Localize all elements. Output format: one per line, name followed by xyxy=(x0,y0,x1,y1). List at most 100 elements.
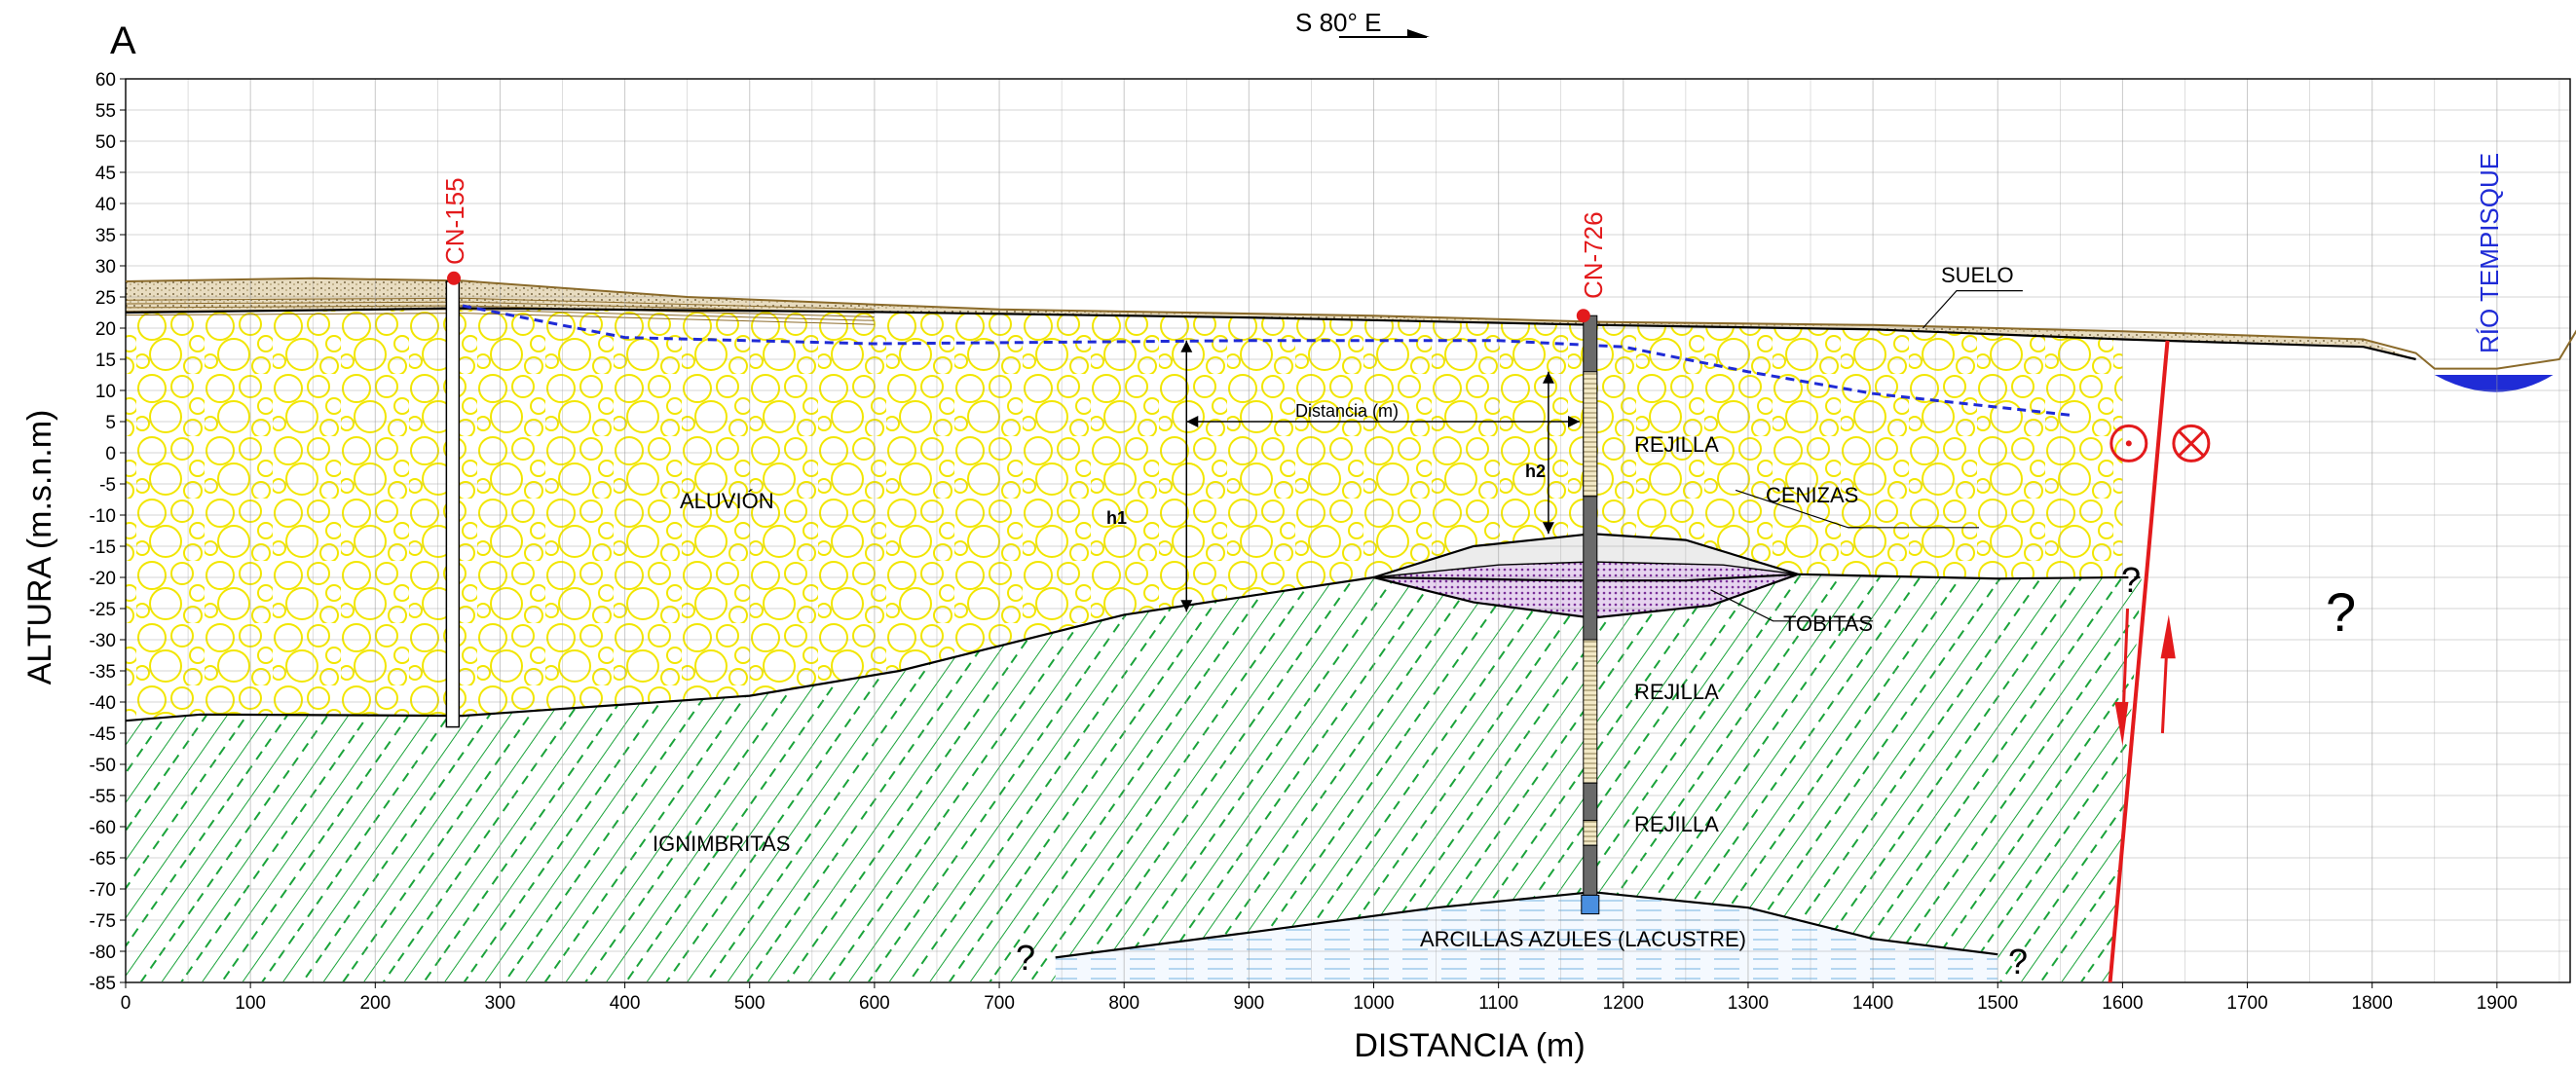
screen-label-1: REJILLA xyxy=(1634,432,1719,457)
x-tick-label: 1700 xyxy=(2226,993,2267,1014)
soil-unit xyxy=(126,278,2416,359)
grid xyxy=(125,78,2571,983)
ignimbrite-unit xyxy=(126,574,2570,981)
y-tick-label: -30 xyxy=(90,631,116,651)
y-tick-label: 45 xyxy=(95,164,116,184)
orientation-arrow xyxy=(1339,29,1430,38)
fault-arrowhead-up xyxy=(2160,614,2176,659)
well-cn726-casing-bottom xyxy=(1583,844,1598,896)
y-tick-label: -65 xyxy=(90,849,116,870)
unknown-mark-east: ? xyxy=(2326,581,2356,643)
x-tick-label: 600 xyxy=(859,993,890,1014)
y-tick-label: 40 xyxy=(95,195,116,215)
x-tick-label: 1900 xyxy=(2477,993,2518,1014)
y-tick-label: -80 xyxy=(90,943,116,963)
y-tick-label: 35 xyxy=(95,226,116,246)
east-block-unknown xyxy=(2109,340,2570,981)
movement-into-page-icon xyxy=(2172,424,2211,462)
well-cn726-sump xyxy=(1581,894,1600,915)
y-axis-label: ALTURA (m.s.n.m) xyxy=(21,410,58,685)
soil-lamina xyxy=(126,301,875,314)
x-tick-label: 1000 xyxy=(1353,993,1394,1014)
y-tick-label: -60 xyxy=(90,818,116,838)
soil-lamina xyxy=(126,297,875,311)
x-tick-label: 500 xyxy=(734,993,765,1014)
unit-arcillas-label: ARCILLAS AZULES (LACUSTRE) xyxy=(1420,927,1746,951)
well-cn726-casing-mid xyxy=(1583,496,1598,641)
y-tick-label: 20 xyxy=(95,319,116,340)
clay-unit xyxy=(1055,892,1998,981)
y-tick-label: -50 xyxy=(90,756,116,776)
overlay xyxy=(125,271,2576,983)
x-tick-label: 400 xyxy=(610,993,641,1014)
screen-label-3: REJILLA xyxy=(1634,812,1719,836)
y-tick-label: -35 xyxy=(90,662,116,683)
x-tick-label: 300 xyxy=(485,993,516,1014)
x-axis-label: DISTANCIA (m) xyxy=(1354,1027,1585,1064)
orientation-label: S 80° E xyxy=(1295,8,1381,37)
y-tick-label: -10 xyxy=(90,506,116,527)
x-tick-label: 1200 xyxy=(1603,993,1644,1014)
well-cn726-screen-1 xyxy=(1583,371,1598,498)
y-tick-label: 10 xyxy=(95,382,116,402)
soil-lamina xyxy=(126,313,875,325)
x-tick-label: 900 xyxy=(1233,993,1264,1014)
fault-arrowhead-down xyxy=(2114,702,2129,746)
h1-label: h1 xyxy=(1106,508,1127,528)
x-axis-ticks: 0 100 200 300 400 500 600 700 800 900 1000 1100 1200… xyxy=(121,982,2518,1014)
y-tick-label: -45 xyxy=(90,724,116,745)
x-tick-label: 100 xyxy=(235,993,266,1014)
unit-aluvion-label: ALUVIÓN xyxy=(680,489,774,513)
unknown-mark-clay-west: ? xyxy=(1016,938,1035,978)
well-cn726-casing-low xyxy=(1583,782,1598,822)
x-tick-label: 0 xyxy=(121,993,131,1014)
y-axis-ticks: 605550454035302520151050-5-10-15-20-25-3… xyxy=(90,70,126,994)
distance-annotation: Distancia (m) xyxy=(1295,401,1399,421)
y-tick-label: -15 xyxy=(90,537,116,558)
x-tick-label: 1100 xyxy=(1478,993,1518,1014)
soil-base-line xyxy=(125,307,2416,361)
screen-label-2: REJILLA xyxy=(1634,680,1719,704)
movement-out-of-page-dot xyxy=(2125,440,2132,447)
y-tick-label: -70 xyxy=(90,880,116,901)
unit-tobitas-label: TOBITAS xyxy=(1783,611,1873,636)
geology-layers xyxy=(126,278,2570,981)
movement-out-of-page-icon xyxy=(2109,424,2148,462)
y-tick-label: -85 xyxy=(90,974,116,994)
y-tick-label: 60 xyxy=(95,70,116,91)
well-cn155-head xyxy=(447,271,462,285)
y-tick-label: 50 xyxy=(95,132,116,153)
x-tick-label: 1800 xyxy=(2352,993,2393,1014)
unit-cenizas-label: CENIZAS xyxy=(1766,483,1858,507)
x-tick-label: 700 xyxy=(984,993,1015,1014)
river-label: RÍO TEMPISQUE xyxy=(2475,153,2504,353)
plot-frame xyxy=(125,78,2571,983)
x-tick-label: 1400 xyxy=(1852,993,1893,1014)
x-tick-label: 200 xyxy=(359,993,391,1014)
y-tick-label: -55 xyxy=(90,787,116,807)
well-cn726-head xyxy=(1576,309,1590,323)
x-tick-label: 800 xyxy=(1108,993,1139,1014)
alluvium-unit xyxy=(126,308,2364,722)
river-water xyxy=(2434,375,2554,392)
panel-label: A xyxy=(110,19,136,62)
unknown-mark-clay-east: ? xyxy=(2008,942,2028,981)
x-tick-label: 1300 xyxy=(1728,993,1769,1014)
well-cn155-casing xyxy=(445,280,461,728)
unit-ignimbritas-label: IGNIMBRITAS xyxy=(653,832,790,856)
well-cn726-screen-2 xyxy=(1583,639,1598,784)
well-cn726-label: CN-726 xyxy=(1579,211,1608,299)
y-tick-label: 15 xyxy=(95,351,116,371)
water-table-line xyxy=(462,304,2073,418)
movement-into-page-cross-b xyxy=(2178,430,2204,457)
y-tick-label: 30 xyxy=(95,257,116,278)
y-tick-label: -20 xyxy=(90,569,116,589)
well-cn155-label: CN-155 xyxy=(440,177,469,265)
well-cn726-screen-3 xyxy=(1583,820,1598,846)
y-tick-label: 55 xyxy=(95,101,116,122)
y-tick-label: -40 xyxy=(90,693,116,714)
fault-line xyxy=(2108,340,2170,983)
x-tick-label: 1500 xyxy=(1977,993,2018,1014)
